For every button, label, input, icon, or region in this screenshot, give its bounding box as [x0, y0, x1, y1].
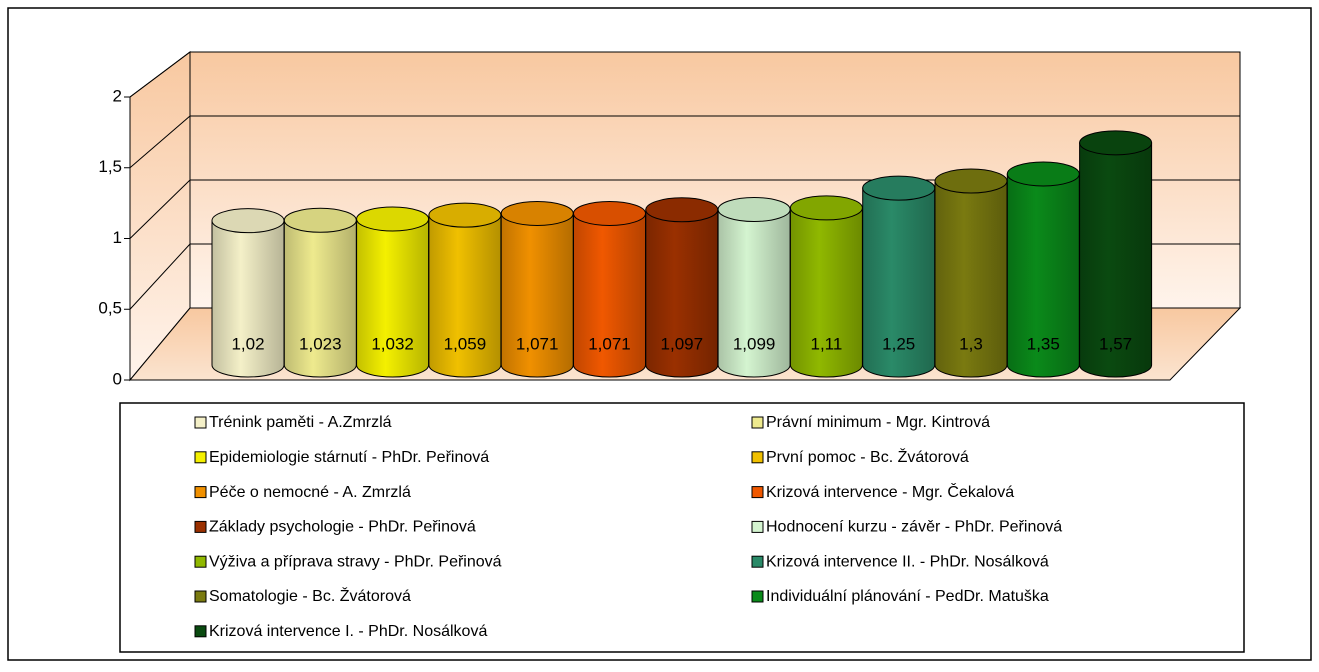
cylinder-top [211, 208, 285, 234]
cylinder [1006, 173, 1080, 378]
legend-label: První pomoc - Bc. Žvátorová [766, 447, 969, 466]
legend-swatch [751, 486, 764, 499]
cylinder [1079, 142, 1153, 378]
legend-swatch [194, 416, 207, 429]
y-tick-label: 1 [113, 228, 122, 247]
value-label: 1,3 [959, 334, 983, 353]
legend: Trénink paměti - A.Zmrzlá Právní minimum … [194, 414, 1062, 640]
legend-box [119, 402, 1245, 653]
legend-label: Základy psychologie - PhDr. Peřinová [209, 519, 476, 536]
value-label: 1,097 [661, 334, 704, 353]
legend-label: Somatologie - Bc. Žvátorová [209, 586, 411, 605]
legend-swatch [194, 520, 207, 533]
cylinder [283, 219, 357, 378]
legend-swatch [194, 555, 207, 568]
cylinder [789, 207, 863, 378]
value-label: 1,032 [371, 334, 414, 353]
cylinder-top [862, 175, 936, 201]
value-label: 1,02 [231, 334, 264, 353]
value-label: 1,023 [299, 334, 342, 353]
legend-label: Krizová intervence I. - PhDr. Nosálková [209, 623, 487, 640]
value-label: 1,071 [588, 334, 631, 353]
grid-line [129, 51, 1240, 98]
legend-swatch [194, 590, 207, 603]
y-tick-label: 1,5 [98, 157, 122, 176]
cylinder-top [283, 207, 357, 233]
legend-swatch [194, 625, 207, 638]
legend-label: Epidemiologie stárnutí - PhDr. Peřinová [209, 449, 489, 466]
cylinder [356, 218, 430, 378]
y-tick-label: 0 [113, 369, 122, 388]
cylinder-top [1079, 130, 1153, 156]
value-label: 1,11 [810, 334, 842, 353]
cylinder-top [717, 196, 791, 222]
cylinder [573, 212, 646, 378]
legend-swatch [751, 451, 764, 464]
legend-label: Trénink paměti - A.Zmrzlá [209, 414, 392, 431]
value-label: 1,35 [1027, 334, 1060, 353]
legend-label: Hodnocení kurzu - závěr - PhDr. Peřinová [766, 519, 1062, 536]
grid-line [129, 115, 1240, 169]
legend-label: Individuální plánování - PedDr. Matuška [766, 588, 1049, 605]
cylinder-top [356, 206, 430, 232]
cylinder [500, 212, 574, 378]
cylinder-top [789, 195, 863, 221]
cylinder-top [934, 168, 1008, 194]
value-label: 1,059 [444, 334, 487, 353]
legend-label: Krizová intervence II. - PhDr. Nosálková [766, 553, 1049, 570]
legend-swatch [194, 451, 207, 464]
legend-label: Právní minimum - Mgr. Kintrová [766, 414, 990, 431]
value-label: 1,071 [516, 334, 559, 353]
cylinder [211, 220, 285, 378]
cylinder [645, 209, 719, 378]
legend-label: Péče o nemocné - A. Zmrzlá [209, 484, 411, 501]
legend-swatch [751, 416, 764, 429]
cylinder [428, 214, 502, 378]
value-label: 1,25 [882, 334, 915, 353]
cylinder-top [645, 197, 719, 223]
legend-swatch [751, 590, 764, 603]
value-label: 1,57 [1099, 334, 1132, 353]
legend-label: Výživa a příprava stravy - PhDr. Peřinov… [209, 553, 502, 570]
legend-swatch [751, 555, 764, 568]
cylinder-top [428, 202, 502, 228]
cylinder-top [573, 200, 646, 226]
legend-swatch [194, 486, 207, 499]
cylinder [717, 208, 791, 378]
cylinder-top [500, 200, 574, 226]
cylinder [862, 187, 936, 378]
value-label: 1,099 [733, 334, 776, 353]
y-tick-label: 0,5 [98, 299, 122, 318]
legend-label: Krizová intervence - Mgr. Čekalová [766, 482, 1014, 501]
plot-area: 0 0,5 1 1,5 2 1,02 1,023 1,032 1,059 1,071 1,071 1,… [98, 51, 1242, 388]
legend-swatch [751, 520, 764, 533]
cylinder [934, 180, 1008, 378]
cylinder-top [1006, 161, 1080, 187]
y-tick-label: 2 [113, 86, 122, 105]
